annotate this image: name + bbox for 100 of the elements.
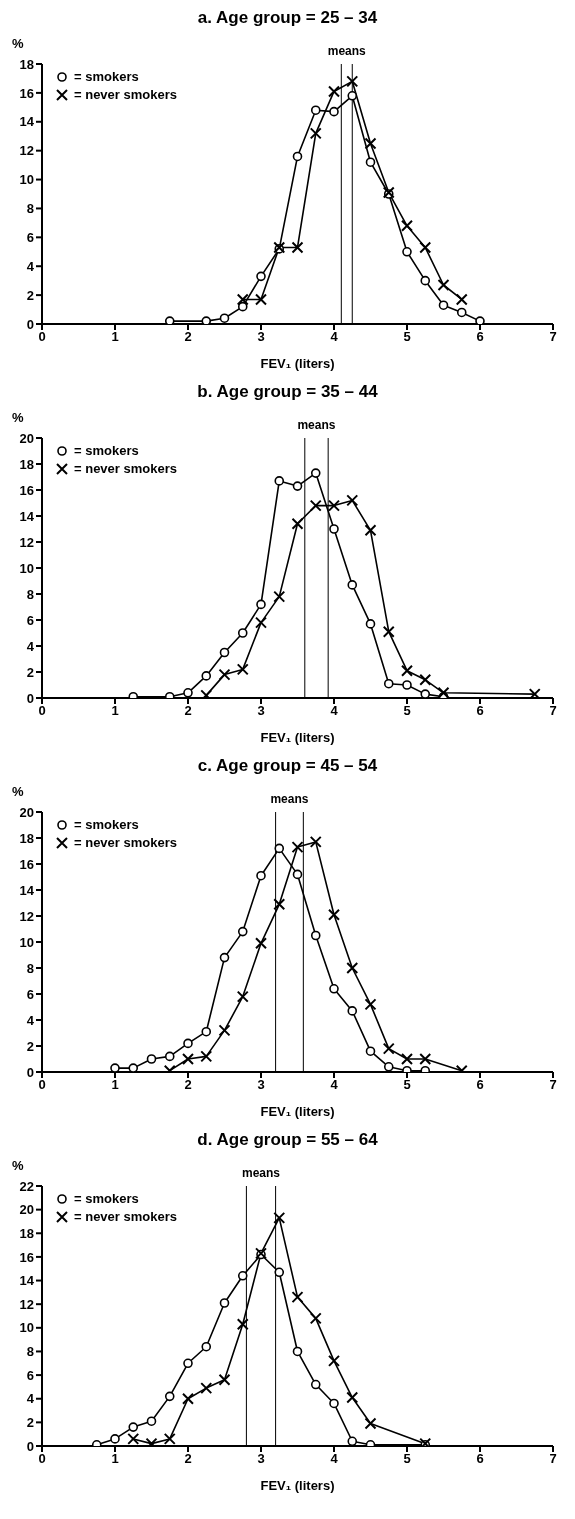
x-tick-label: 6 <box>476 1451 484 1467</box>
chart-title: c. Age group = 45 – 54 <box>196 756 379 777</box>
y-tick-label: 16 <box>19 482 34 498</box>
y-tick-label: 22 <box>19 1178 34 1194</box>
legend-label: = smokers <box>74 1190 139 1208</box>
y-tick-label: 6 <box>26 1367 34 1383</box>
x-tick-label: 4 <box>330 1451 339 1467</box>
y-tick-label: 16 <box>19 856 34 872</box>
x-tick-label: 0 <box>38 703 46 719</box>
y-tick-label: 2 <box>26 664 34 680</box>
y-tick-label: 14 <box>19 1273 35 1289</box>
y-tick-label: 6 <box>26 612 34 628</box>
x-tick-label: 2 <box>184 329 192 345</box>
y-axis-title: % <box>12 36 24 51</box>
chart-title: a. Age group = 25 – 34 <box>196 8 379 29</box>
x-tick-label: 7 <box>549 1077 557 1093</box>
y-tick-label: 14 <box>19 114 35 130</box>
y-tick-label: 12 <box>19 534 34 550</box>
x-tick-label: 3 <box>257 703 265 719</box>
y-tick-label: 0 <box>26 316 34 332</box>
x-tick-label: 1 <box>111 329 119 345</box>
x-tick-label: 1 <box>111 703 119 719</box>
x-tick-label: 5 <box>403 329 411 345</box>
y-tick-label: 2 <box>26 287 34 303</box>
x-axis-title: FEV₁ (liters) <box>260 356 335 371</box>
legend-label: = never smokers <box>74 86 177 104</box>
x-tick-label: 4 <box>330 329 339 345</box>
y-tick-label: 2 <box>26 1414 34 1430</box>
x-tick-label: 0 <box>38 329 46 345</box>
legend-label: = never smokers <box>74 1208 177 1226</box>
y-tick-label: 0 <box>26 1438 34 1454</box>
y-axis-title: % <box>12 410 24 425</box>
legend-label: = smokers <box>74 68 139 86</box>
y-tick-label: 12 <box>19 1296 34 1312</box>
x-tick-label: 3 <box>257 1451 265 1467</box>
chart-title: d. Age group = 55 – 64 <box>196 1130 379 1151</box>
y-tick-label: 4 <box>26 1391 35 1407</box>
y-tick-label: 14 <box>19 508 35 524</box>
x-tick-label: 3 <box>257 1077 265 1093</box>
x-tick-label: 5 <box>403 1451 411 1467</box>
y-tick-label: 8 <box>26 201 34 217</box>
legend-label: = never smokers <box>74 834 177 852</box>
y-tick-label: 20 <box>19 1202 34 1218</box>
x-tick-label: 5 <box>403 703 411 719</box>
y-tick-label: 0 <box>26 1064 34 1080</box>
y-tick-label: 10 <box>19 1320 34 1336</box>
legend-label: = smokers <box>74 816 139 834</box>
y-tick-label: 16 <box>19 1249 34 1265</box>
y-tick-label: 4 <box>26 638 35 654</box>
y-tick-label: 10 <box>19 934 34 950</box>
x-axis-title: FEV₁ (liters) <box>260 1104 335 1119</box>
y-tick-label: 8 <box>26 1344 34 1360</box>
x-tick-label: 7 <box>549 1451 557 1467</box>
y-tick-label: 8 <box>26 960 34 976</box>
x-tick-label: 0 <box>38 1077 46 1093</box>
x-tick-label: 5 <box>403 1077 411 1093</box>
y-tick-label: 4 <box>26 1012 35 1028</box>
y-tick-label: 18 <box>19 1225 34 1241</box>
y-tick-label: 18 <box>19 56 34 72</box>
y-tick-label: 6 <box>26 986 34 1002</box>
x-tick-label: 1 <box>111 1451 119 1467</box>
chart-title: b. Age group = 35 – 44 <box>196 382 379 403</box>
text: means <box>296 418 337 432</box>
y-tick-label: 18 <box>19 456 34 472</box>
x-tick-label: 2 <box>184 1451 192 1467</box>
x-tick-label: 0 <box>38 1451 46 1467</box>
y-tick-label: 6 <box>26 229 34 245</box>
x-tick-label: 2 <box>184 1077 192 1093</box>
x-tick-label: 1 <box>111 1077 119 1093</box>
y-axis-title: % <box>12 1158 24 1173</box>
y-tick-label: 12 <box>19 143 34 159</box>
text: means <box>241 1166 281 1180</box>
y-tick-label: 10 <box>19 560 34 576</box>
x-tick-label: 6 <box>476 703 484 719</box>
y-tick-label: 20 <box>19 430 34 446</box>
y-tick-label: 4 <box>26 258 35 274</box>
x-tick-label: 3 <box>257 329 265 345</box>
x-axis-title: FEV₁ (liters) <box>260 730 335 745</box>
x-tick-label: 4 <box>330 703 339 719</box>
legend-label: = never smokers <box>74 460 177 478</box>
x-tick-label: 7 <box>549 329 557 345</box>
y-tick-label: 18 <box>19 830 34 846</box>
y-tick-label: 14 <box>19 882 35 898</box>
legend-label: = smokers <box>74 442 139 460</box>
text: means <box>269 792 310 806</box>
text: means <box>326 44 367 58</box>
y-axis-title: % <box>12 784 24 799</box>
y-tick-label: 20 <box>19 804 34 820</box>
y-tick-label: 8 <box>26 586 34 602</box>
x-tick-label: 4 <box>330 1077 339 1093</box>
y-tick-label: 10 <box>19 172 34 188</box>
y-tick-label: 0 <box>26 690 34 706</box>
x-tick-label: 2 <box>184 703 192 719</box>
y-tick-label: 12 <box>19 908 34 924</box>
x-tick-label: 6 <box>476 1077 484 1093</box>
x-tick-label: 7 <box>549 703 557 719</box>
y-tick-label: 16 <box>19 85 34 101</box>
x-tick-label: 6 <box>476 329 484 345</box>
x-axis-title: FEV₁ (liters) <box>260 1478 335 1493</box>
y-tick-label: 2 <box>26 1038 34 1054</box>
